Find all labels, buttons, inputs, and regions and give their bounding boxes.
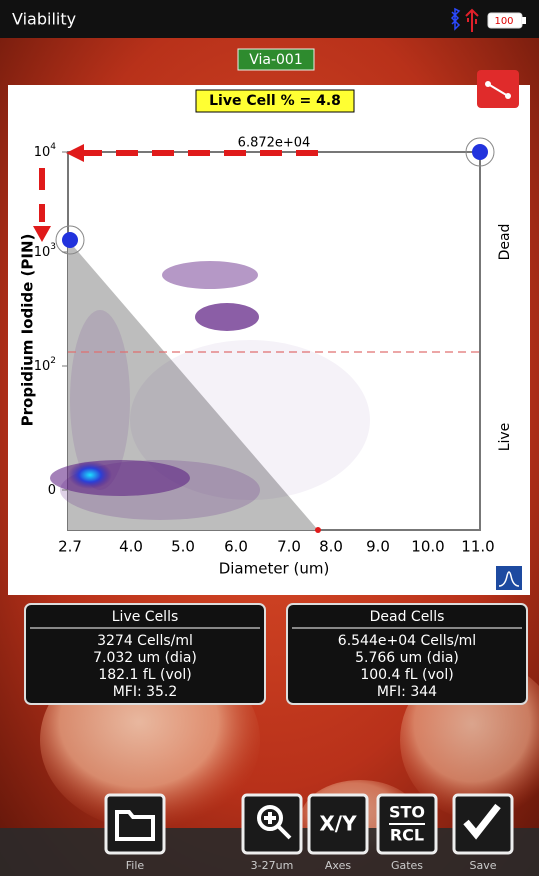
toolbar-label[interactable]: Gates [391,859,423,872]
x-ticks: 2.7 4.0 5.0 6.0 7.0 8.0 9.0 10.0 11.0 [58,538,495,556]
y-tick-exponent: 2 [50,356,56,366]
app-title: Viability [12,10,76,29]
gate-handle-ring[interactable] [465,137,495,167]
toolbar-button[interactable] [104,793,166,855]
toolbar-buttons: File 3-27um X/Y Axes STO RCL Gates Save [104,793,514,872]
result-box [195,89,355,113]
toolbar-label[interactable]: 3-27um [251,859,294,872]
gate-vertex [315,527,321,533]
event-cluster [130,340,370,500]
panel-line: 6.544e+04 Cells/ml [338,633,476,649]
bluetooth-icon [450,7,461,31]
battery-tip [522,17,526,24]
check-icon [463,803,501,840]
toolbar-label[interactable]: File [126,859,145,872]
gate-handle-ring[interactable] [55,225,85,255]
live-gate [68,240,318,530]
live-cell-percent: Live Cell % = 4.8 [209,93,341,109]
result-panels: Live Cells 3274 Cells/ml7.032 um (dia)182… [24,603,528,705]
x-tick-label: 7.0 [277,538,301,556]
y-tick-label: 104 [34,142,57,160]
gate-handle[interactable] [472,144,488,160]
event-density-core [68,461,112,489]
sample-id-box[interactable] [237,48,315,71]
histogram-icon [498,571,520,587]
event-cluster [195,303,259,331]
y-tick-exponent: 4 [50,142,56,152]
result-panel [286,603,528,705]
toolbar-label[interactable]: Axes [325,859,351,872]
panel-line: 182.1 fL (vol) [98,667,191,683]
x-tick-label: 6.0 [224,538,248,556]
y-tick-label: 102 [34,356,56,374]
gate-tool-icon [505,93,511,99]
region-label: Live [497,423,513,452]
x-tick-label: 9.0 [366,538,390,556]
x-tick-label: 10.0 [411,538,444,556]
y-tick-label: 103 [34,242,56,260]
zoom-icon [257,805,283,831]
y-tick-label: 0 [48,483,56,498]
x-tick-label: 8.0 [319,538,343,556]
y-tick-base: 0 [48,483,56,498]
axis-arrow-head [66,144,84,162]
usb-icon [465,8,479,32]
panel-line: 100.4 fL (vol) [360,667,453,683]
gate-tool-icon [485,81,491,87]
x-tick-label: 5.0 [171,538,195,556]
event-cluster [162,261,258,289]
zoom-icon [264,812,292,840]
result-panel [24,603,266,705]
sample-id[interactable]: Via-001 [249,52,303,68]
axis-arrow-head [33,226,51,242]
panel-line: 3274 Cells/ml [97,633,193,649]
panel-title: Live Cells [112,609,179,625]
y-tick-base: 10 [34,359,51,374]
y-tick-base: 10 [34,145,51,160]
panel-line: MFI: 35.2 [113,684,178,700]
x-tick-label: 2.7 [58,538,82,556]
region-label: Dead [497,224,513,261]
folder-icon [115,810,155,841]
y-tick-base: 10 [34,245,51,260]
panel-line: 7.032 um (dia) [93,650,197,666]
toolbar-label[interactable]: Save [469,859,496,872]
y-axis-label: Propidium Iodide (PIN) [19,234,37,427]
x-tick-label: 11.0 [461,538,494,556]
panel-line: MFI: 344 [377,684,437,700]
event-cluster [70,310,130,490]
gate-handle[interactable] [62,232,78,248]
gate-tool-icon [487,83,509,97]
y-tick-exponent: 3 [50,242,56,252]
top-count: 6.872e+04 [238,136,311,151]
x-axis-label: Diameter (um) [219,560,330,578]
x-tick-label: 4.0 [119,538,143,556]
panel-line: 5.766 um (dia) [355,650,459,666]
button-icon-text: X/Y [319,812,357,836]
button-icon-text: STO [389,803,425,822]
button-icon-text: RCL [390,826,424,845]
battery-level: 100 [494,16,513,27]
panel-title: Dead Cells [370,609,445,625]
status-bar [0,0,539,38]
toolbar-button[interactable] [307,793,369,855]
